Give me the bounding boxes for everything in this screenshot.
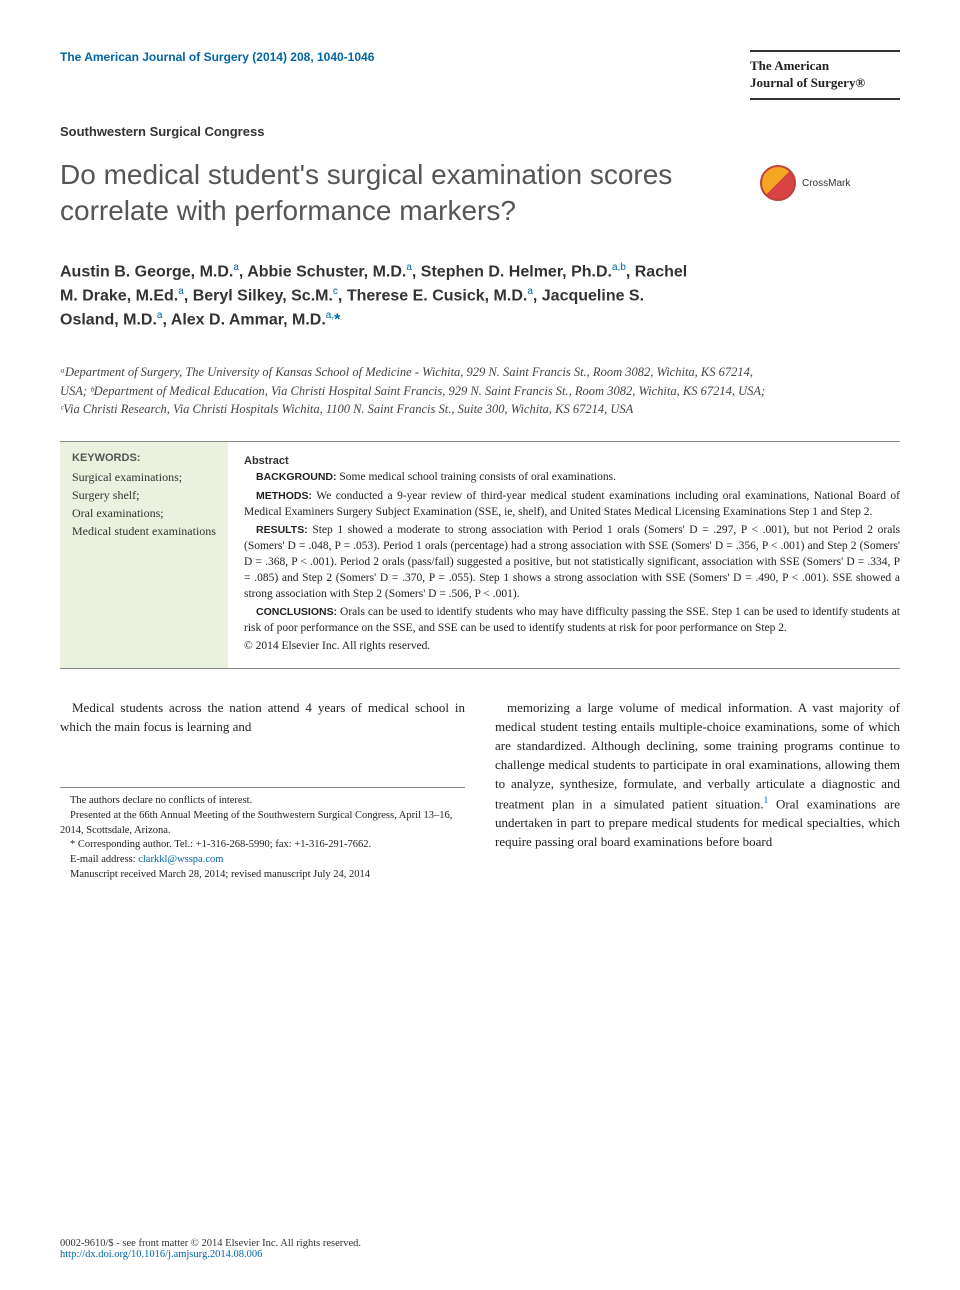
footnote-conflict: The authors declare no conflicts of inte… [60, 794, 465, 809]
journal-name-line2: Journal of Surgery® [750, 75, 900, 92]
footnote-presented: Presented at the 66th Annual Meeting of … [60, 809, 465, 838]
footnote-corresponding: * Corresponding author. Tel.: +1-316-268… [60, 838, 465, 853]
abstract-results: RESULTS: Step 1 showed a moderate to str… [244, 522, 900, 602]
abstract-heading: Abstract [244, 454, 900, 469]
keywords-column: KEYWORDS: Surgical examinations; Surgery… [60, 442, 228, 668]
body-paragraph-2: memorizing a large volume of medical inf… [495, 699, 900, 851]
abstract-methods: METHODS: We conducted a 9-year review of… [244, 488, 900, 520]
abstract-conclusions: CONCLUSIONS: Orals can be used to identi… [244, 604, 900, 636]
abstract-column: Abstract BACKGROUND: Some medical school… [244, 454, 900, 656]
abstract-background: BACKGROUND: Some medical school training… [244, 469, 900, 485]
keywords-heading: KEYWORDS: [72, 452, 216, 464]
body-col-left: Medical students across the nation atten… [60, 699, 465, 882]
footnotes-block: The authors declare no conflicts of inte… [60, 787, 465, 882]
journal-name-line1: The American [750, 58, 900, 75]
article-title: Do medical student's surgical examinatio… [60, 157, 740, 230]
authors-list: Austin B. George, M.D.a, Abbie Schuster,… [60, 260, 700, 333]
abstract-copyright: © 2014 Elsevier Inc. All rights reserved… [244, 638, 900, 654]
doi-link[interactable]: http://dx.doi.org/10.1016/j.amjsurg.2014… [60, 1249, 262, 1260]
front-matter: 0002-9610/$ - see front matter © 2014 El… [60, 1238, 900, 1249]
keywords-list: Surgical examinations; Surgery shelf; Or… [72, 468, 216, 540]
email-link[interactable]: clarkkl@wsspa.com [138, 854, 223, 865]
bottom-bar: 0002-9610/$ - see front matter © 2014 El… [60, 1238, 900, 1260]
affiliations: ᵃDepartment of Surgery, The University o… [60, 363, 780, 419]
section-label: Southwestern Surgical Congress [60, 124, 900, 139]
body-paragraph-1: Medical students across the nation atten… [60, 699, 465, 737]
crossmark-icon [760, 165, 796, 201]
journal-name-box: The American Journal of Surgery® [750, 50, 900, 100]
crossmark-label: CrossMark [802, 178, 850, 189]
body-col-right: memorizing a large volume of medical inf… [495, 699, 900, 882]
footnote-email: E-mail address: clarkkl@wsspa.com [60, 853, 465, 868]
crossmark-badge[interactable]: CrossMark [760, 165, 850, 201]
body-columns: Medical students across the nation atten… [60, 699, 900, 882]
footnote-manuscript: Manuscript received March 28, 2014; revi… [60, 868, 465, 883]
abstract-block: KEYWORDS: Surgical examinations; Surgery… [60, 441, 900, 669]
